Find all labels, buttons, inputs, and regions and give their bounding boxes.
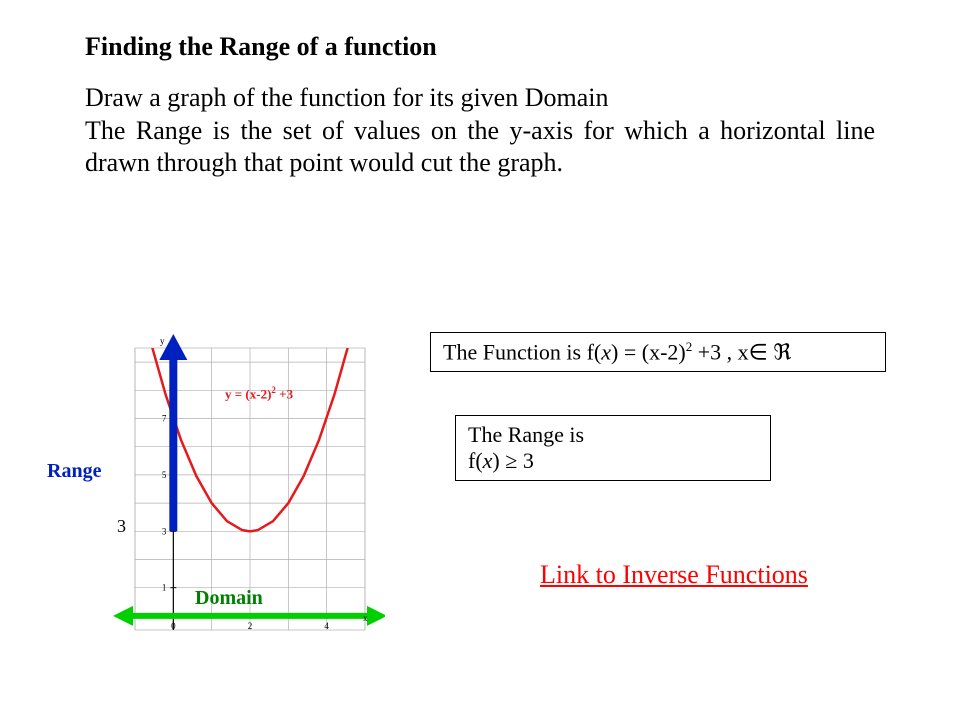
inverse-functions-link[interactable]: Link to Inverse Functions: [540, 560, 808, 590]
y-axis-label: y: [160, 336, 165, 346]
svg-text:2: 2: [248, 621, 253, 631]
svg-text:5: 5: [162, 470, 167, 480]
domain-axis-label: Domain: [195, 587, 263, 610]
svg-text:0: 0: [171, 621, 176, 631]
y-tick-3-label: 3: [117, 516, 126, 537]
slide: Finding the Range of a function Draw a g…: [0, 0, 960, 720]
range-axis-label: Range: [47, 460, 101, 483]
x-axis-label: x: [363, 613, 368, 623]
svg-text:7: 7: [162, 414, 167, 424]
graph-area: 1357024 Range 3 Domain y = (x-2)2 +3 y x: [55, 330, 385, 670]
function-definition-box: The Function is f(x) = (x-2)2 +3 , x∈ ℜ: [430, 332, 886, 372]
svg-text:4: 4: [324, 621, 329, 631]
parabola-chart: 1 3 5 7 0 2 4: [55, 330, 385, 670]
svg-text:3: 3: [162, 526, 167, 536]
svg-text:1: 1: [162, 583, 167, 593]
range-result-box: The Range isf(x) ≥ 3: [455, 415, 771, 481]
instruction-paragraph: Draw a graph of the function for its giv…: [85, 82, 875, 180]
page-title: Finding the Range of a function: [85, 32, 437, 62]
curve-equation-label: y = (x-2)2 +3: [225, 385, 293, 402]
